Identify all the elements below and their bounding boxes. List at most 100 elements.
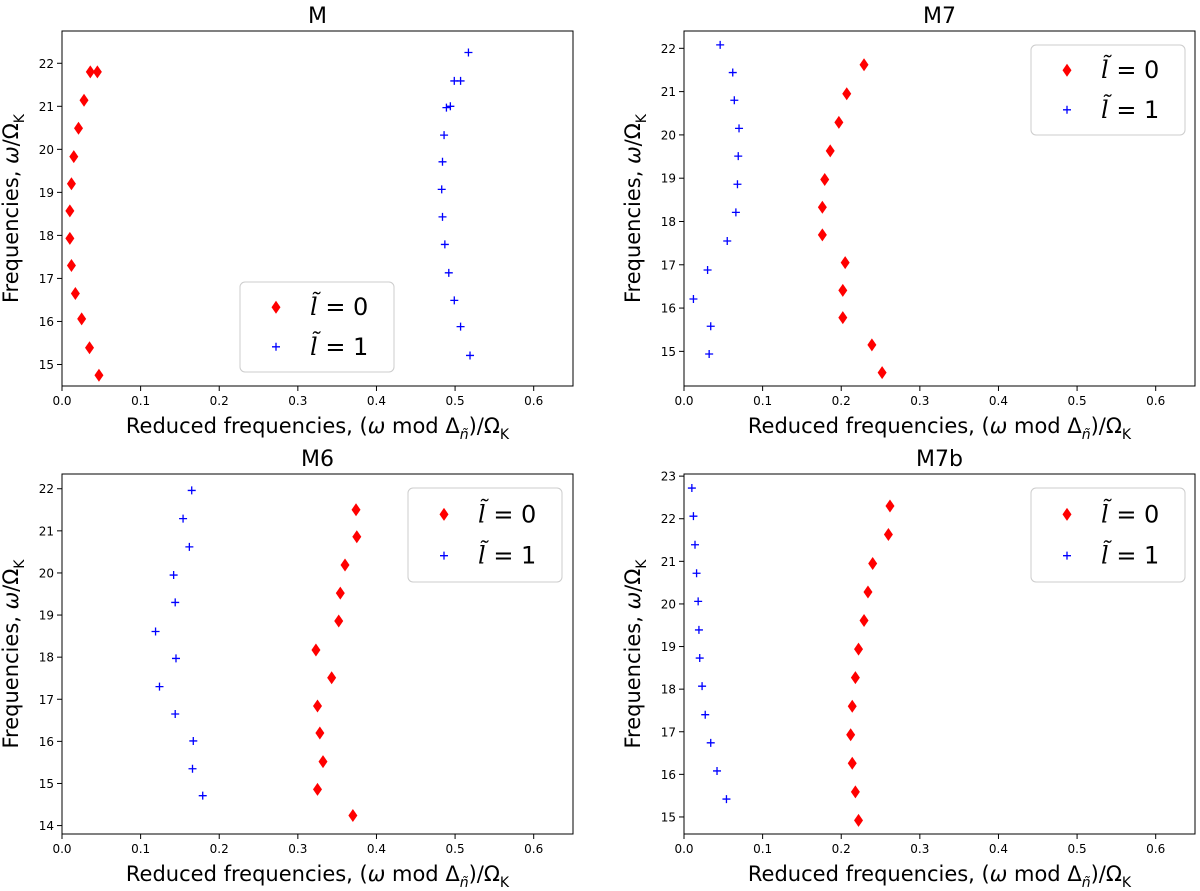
x-tick-label: 0.5 [446,842,465,856]
data-point-l1 [728,68,737,77]
data-point-l1 [185,542,194,551]
data-point-l0 [70,286,80,300]
series-l1 [151,486,207,800]
legend-marker-l1 [1063,551,1071,560]
chart-panel-m7: M7 0.0 0.1 0.2 0.3 0.4 0.5 0.6 15 16 17 18 19 20 21 22 R… [621,4,1196,443]
y-tick-label: 22 [39,482,54,496]
legend: l̃ = 0 l̃ = 1 [1030,487,1186,583]
x-tick-label: 0.3 [910,842,929,856]
y-tick-label: 17 [39,693,54,707]
legend-marker-l1 [272,342,280,351]
data-point-l0 [69,150,79,164]
y-tick-label: 17 [661,258,676,272]
y-tick-label: 23 [661,470,676,484]
data-point-l0 [335,586,345,600]
x-axis-label: Reduced frequencies, (ω mod Δñ)/ΩK [748,862,1132,891]
data-point-l0 [820,172,830,186]
series-l1 [437,48,475,360]
data-point-l1 [734,152,743,161]
data-point-l1 [689,512,698,521]
data-point-l0 [847,699,857,713]
x-tick-label: 0.1 [753,842,772,856]
data-point-l1 [456,322,465,331]
x-tick-label: 0.3 [288,394,307,408]
data-point-l1 [188,764,197,773]
data-point-l0 [846,728,856,742]
data-point-l0 [847,756,857,770]
data-point-l0 [94,368,104,382]
data-point-l1 [722,795,731,804]
x-tick-label: 0.2 [832,394,851,408]
data-point-l1 [187,486,196,495]
data-point-l0 [65,231,75,245]
data-point-l0 [313,699,322,713]
data-point-l1 [151,627,160,636]
y-tick-label: 22 [39,57,54,71]
data-point-l0 [348,808,358,822]
data-point-l0 [842,87,852,101]
data-point-l1 [687,484,696,493]
data-point-l1 [464,48,473,57]
y-tick-label: 19 [661,172,676,186]
y-tick-label: 14 [39,819,54,833]
legend-label: l̃ = 1 [1101,540,1159,569]
data-point-l0 [79,93,89,107]
data-point-l1 [706,322,715,331]
chart-panel-m7b: M7b 0.0 0.1 0.2 0.3 0.4 0.5 0.6 15 16 17 18 19 20 21 22… [621,447,1196,891]
y-tick-label: 16 [39,315,54,329]
data-point-l1 [171,654,180,663]
data-point-l1 [171,598,180,607]
data-point-l0 [318,755,328,769]
legend-label: l̃ = 1 [310,332,368,361]
y-tick-label: 18 [661,215,676,229]
legend-label: l̃ = 0 [1101,499,1159,528]
data-point-l1 [189,736,198,745]
x-axis-label: Reduced frequencies, (ω mod Δñ)/ΩK [126,414,510,443]
data-point-l0 [883,527,893,541]
y-tick-label: 20 [39,566,54,580]
legend-marker-l1 [440,551,448,560]
data-point-l0 [92,65,102,79]
y-tick-label: 21 [661,85,676,99]
data-point-l0 [340,558,350,572]
data-point-l0 [85,341,95,355]
data-point-l0 [838,283,848,297]
data-point-l1 [689,294,698,303]
series-l1 [689,40,744,358]
x-axis-label: Reduced frequencies, (ω mod Δñ)/ΩK [748,414,1132,443]
data-point-l0 [825,144,835,158]
y-tick-label: 15 [661,345,676,359]
data-point-l1 [169,571,178,580]
y-axis-label: Frequencies, ω/ΩK [0,559,28,749]
data-point-l1 [723,236,732,245]
data-point-l1 [437,185,446,194]
x-axis-label: Reduced frequencies, (ω mod Δñ)/ΩK [126,862,510,891]
y-tick-label: 18 [39,229,54,243]
chart-title: M [308,4,327,29]
y-tick-label: 20 [661,128,676,142]
data-point-l1 [695,654,704,663]
data-point-l1 [442,103,451,112]
legend: l̃ = 0 l̃ = 1 [239,281,395,373]
data-point-l1 [438,212,447,221]
legend-marker-l0 [1062,507,1072,521]
legend-label: l̃ = 0 [478,499,536,528]
x-tick-label: 0.6 [1146,842,1165,856]
x-tick-label: 0.5 [1068,394,1087,408]
series-l0 [65,65,104,382]
data-point-l1 [466,351,475,360]
data-point-l1 [440,240,449,249]
legend-label: l̃ = 1 [478,540,536,569]
legend: l̃ = 0 l̃ = 1 [407,487,563,583]
data-point-l0 [863,585,873,599]
data-point-l1 [444,268,453,277]
x-tick-label: 0.6 [524,394,543,408]
x-tick-label: 0.1 [753,394,772,408]
data-point-l0 [311,643,321,657]
x-tick-label: 0.5 [446,394,465,408]
x-tick-label: 0.1 [131,394,150,408]
legend-label: l̃ = 1 [1101,95,1159,124]
y-tick-label: 16 [661,302,676,316]
plot-frame [61,473,574,835]
y-tick-label: 19 [39,609,54,623]
